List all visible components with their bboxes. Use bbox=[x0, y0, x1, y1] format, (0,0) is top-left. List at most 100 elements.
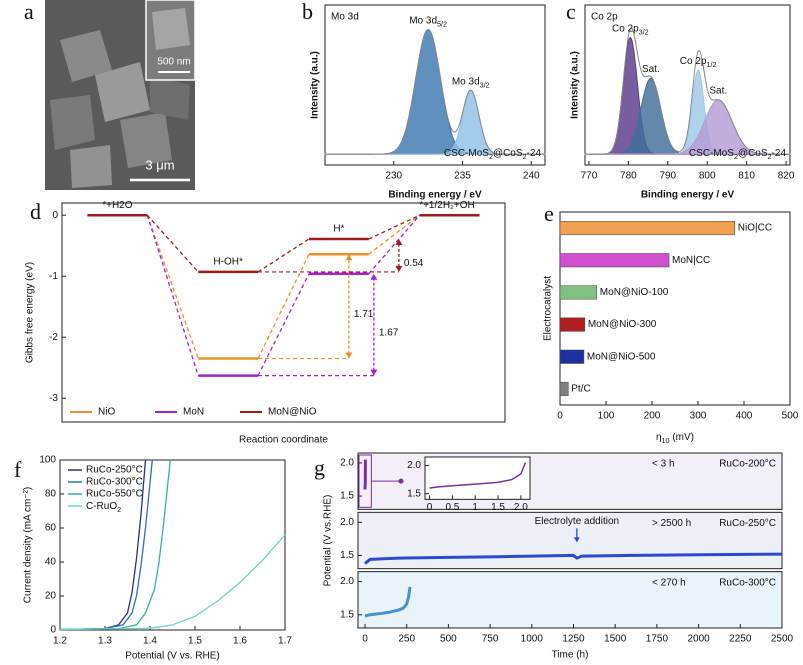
x-tick-label: 2.0 bbox=[514, 502, 528, 513]
sample-label-part: -24 bbox=[527, 148, 542, 159]
y-tick-label: 0 bbox=[52, 210, 58, 221]
legend-label-part: 2 bbox=[117, 505, 121, 514]
x-axis-label: Time (h) bbox=[552, 650, 589, 661]
zoom-dot bbox=[398, 478, 404, 484]
legend-label: RuCo-250°C bbox=[86, 465, 143, 476]
x-tick-label: 1500 bbox=[604, 634, 627, 645]
plot-frame bbox=[61, 202, 506, 423]
y-tick-label: 2.0 bbox=[340, 517, 354, 528]
x-axis-label: Binding energy / eV bbox=[388, 190, 482, 201]
x-tick-label: 300 bbox=[690, 411, 707, 422]
legend-label: NiO bbox=[98, 407, 115, 418]
bar bbox=[559, 253, 670, 268]
scale-label: 3 μm bbox=[145, 157, 174, 172]
x-axis-label-part: 10 bbox=[662, 436, 670, 445]
panel-label: f bbox=[14, 457, 22, 482]
peak-label-part: Co 2p bbox=[612, 23, 639, 34]
panel-name: RuCo-250°C bbox=[719, 518, 776, 529]
connector bbox=[146, 215, 199, 376]
legend-label-part: C-RuO bbox=[86, 501, 117, 512]
peak-label: Co 2p1/2 bbox=[680, 56, 717, 70]
arrow-head bbox=[573, 537, 580, 543]
plot-frame bbox=[424, 456, 531, 500]
scale-label: 500 nm bbox=[157, 57, 190, 68]
plot-frame bbox=[357, 571, 783, 629]
bar-label: MoN@NiO-500 bbox=[587, 351, 656, 362]
sample-label-part: @CoS bbox=[738, 148, 768, 159]
sample-label-part: CSC-MoS bbox=[689, 148, 734, 159]
arrow-head bbox=[345, 352, 353, 359]
x-tick-label: 1.5 bbox=[188, 636, 202, 647]
peak-label: Co 2p3/2 bbox=[612, 23, 649, 37]
x-tick-label: 770 bbox=[581, 171, 598, 182]
panel-name: RuCo-200°C bbox=[719, 459, 776, 470]
x-tick-label: 0 bbox=[427, 502, 433, 513]
step-label: *+H2O bbox=[102, 200, 133, 211]
sample-label-part: 2 bbox=[523, 152, 527, 161]
y-axis-label: Intensity (a.u.) bbox=[570, 51, 581, 119]
y-tick-label: -1 bbox=[49, 271, 58, 282]
y-tick-label: -3 bbox=[49, 393, 58, 404]
x-tick-label: 500 bbox=[440, 634, 457, 645]
peak-label-part: Co 2p bbox=[680, 56, 707, 67]
bar-label: NiO|CC bbox=[738, 223, 772, 234]
series-line bbox=[59, 459, 171, 631]
annotation: Electrolyte addition bbox=[535, 516, 620, 527]
x-tick-label: 1.3 bbox=[98, 636, 112, 647]
x-tick-label: 240 bbox=[523, 171, 540, 182]
cube bbox=[95, 62, 150, 122]
x-tick-label: 1.6 bbox=[233, 636, 247, 647]
x-tick-label: 1 bbox=[472, 502, 478, 513]
x-tick-label: 1750 bbox=[646, 634, 669, 645]
y-tick-label: 80 bbox=[45, 489, 57, 500]
step-label: *+1/2H₂+OH⁻ bbox=[419, 200, 480, 211]
connector bbox=[368, 214, 421, 255]
y-axis-label: Potential (V vs.RHE) bbox=[323, 495, 334, 587]
connector bbox=[146, 214, 199, 359]
y-tick-label: 0 bbox=[50, 625, 56, 636]
panel-label: e bbox=[544, 201, 554, 226]
x-axis-label-part: (mV) bbox=[670, 432, 694, 443]
x-tick-label: 100 bbox=[598, 411, 615, 422]
y-tick-label: 20 bbox=[45, 591, 57, 602]
peak-label-part: 1/2 bbox=[706, 60, 716, 69]
series-line bbox=[59, 459, 153, 631]
x-tick-label: 1.5 bbox=[491, 502, 505, 513]
cube bbox=[60, 30, 112, 82]
connector bbox=[146, 214, 199, 273]
inset-line bbox=[429, 462, 527, 489]
y-tick-label: 2.0 bbox=[340, 458, 354, 469]
peak-label-part: Mo 3d bbox=[452, 76, 480, 87]
envelope bbox=[585, 27, 790, 155]
series-line bbox=[364, 552, 783, 565]
bar-label: MoN@NiO-100 bbox=[600, 287, 669, 298]
x-tick-label: 1.7 bbox=[278, 636, 292, 647]
step-label: H* bbox=[333, 224, 344, 235]
bar bbox=[559, 221, 736, 236]
y-tick-label: 1.5 bbox=[340, 550, 354, 561]
y-tick-label: 100 bbox=[39, 455, 56, 466]
sample-label: CSC-MoS2@CoS2-24 bbox=[689, 148, 787, 162]
x-tick-label: 200 bbox=[644, 411, 661, 422]
barrier-label: 1.71 bbox=[354, 309, 374, 320]
y-axis-label: Electrocatalyst bbox=[543, 276, 554, 341]
arrow-head bbox=[345, 254, 353, 261]
peak-label-part: 5/2 bbox=[437, 20, 447, 29]
step-label: H-OH* bbox=[213, 257, 243, 268]
y-tick-label: 1.5 bbox=[340, 609, 354, 620]
sample-label-part: -24 bbox=[772, 148, 787, 159]
x-tick-label: 750 bbox=[482, 634, 499, 645]
peak-label: Sat. bbox=[709, 86, 727, 97]
x-tick-label: 0.5 bbox=[445, 502, 459, 513]
cube bbox=[152, 8, 190, 50]
arrow-head bbox=[370, 369, 378, 376]
x-axis-label: Reaction coordinate bbox=[239, 435, 328, 446]
legend-label: C-RuO2 bbox=[86, 501, 121, 515]
panel-label: a bbox=[24, 0, 34, 24]
y-tick-label: -2 bbox=[49, 332, 58, 343]
plot-frame bbox=[59, 459, 286, 631]
sample-label-part: 2 bbox=[768, 152, 772, 161]
x-tick-label: 500 bbox=[782, 411, 799, 422]
